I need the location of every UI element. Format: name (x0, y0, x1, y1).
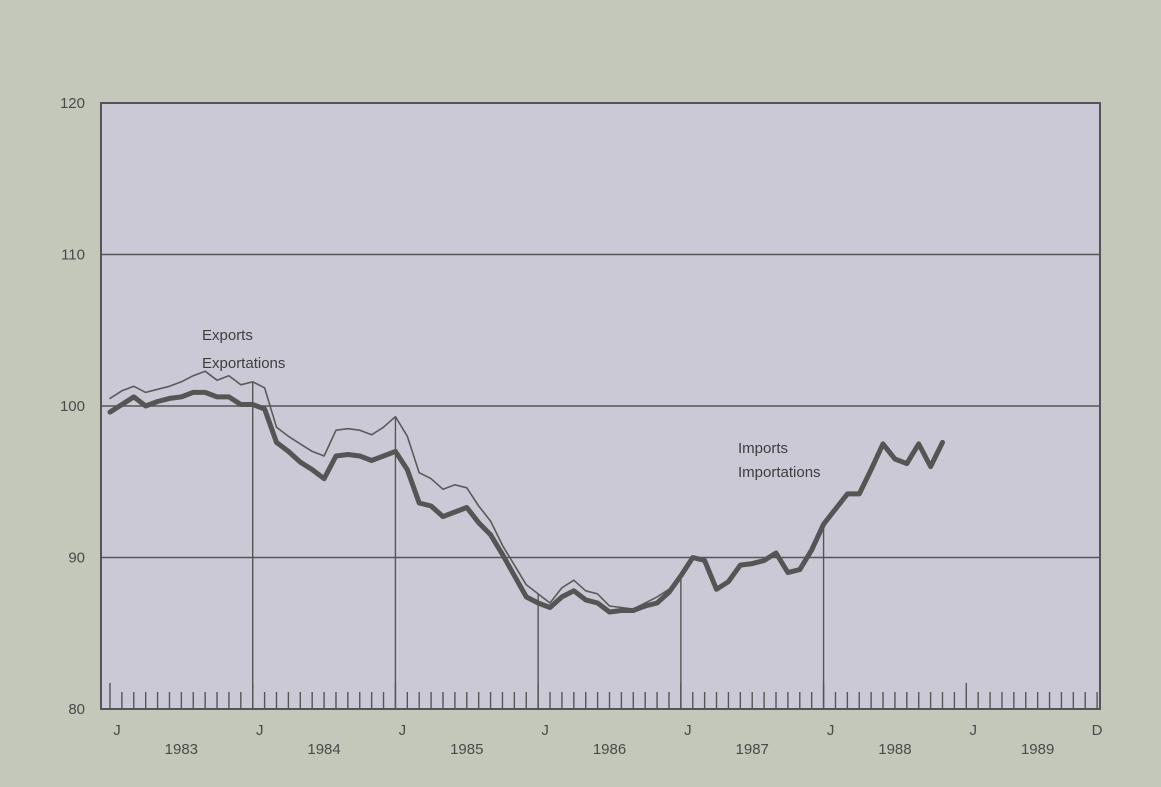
x-year-label-1986: 1986 (593, 741, 626, 758)
x-year-label-1984: 1984 (307, 741, 340, 758)
y-tick-label-100: 100 (60, 398, 85, 415)
exports-label-fr: Exportations (202, 355, 285, 372)
y-axis: 80 90 100 110 120 (60, 95, 85, 718)
imports-label: Imports (738, 440, 788, 457)
x-year-label-1988: 1988 (878, 741, 911, 758)
y-tick-label-110: 110 (61, 247, 85, 264)
x-month-marker: J (970, 722, 978, 739)
x-year-label-1987: 1987 (736, 741, 769, 758)
x-year-label-1983: 1983 (165, 741, 198, 758)
y-tick-label-90: 90 (68, 550, 85, 567)
x-month-marker: D (1092, 722, 1103, 739)
y-tick-label-80: 80 (68, 701, 85, 718)
x-month-marker: J (541, 722, 549, 739)
x-year-label-1985: 1985 (450, 741, 483, 758)
imports-label-fr: Importations (738, 464, 821, 481)
x-month-marker: J (113, 722, 121, 739)
exports-label: Exports (202, 327, 253, 344)
x-month-marker: J (827, 722, 835, 739)
x-month-marker: J (684, 722, 692, 739)
x-month-marker: J (399, 722, 407, 739)
series-line-exports (109, 370, 670, 610)
grid (101, 253, 1100, 559)
month-ticks (109, 683, 1098, 709)
x-year-label-1989: 1989 (1021, 741, 1054, 758)
y-tick-label-120: 120 (60, 95, 85, 112)
x-month-marker: J (256, 722, 264, 739)
series-line-imports (107, 389, 945, 615)
series-lines (107, 370, 945, 615)
x-axis-year-labels: 1983 1984 1985 1986 1987 1988 1989 (165, 741, 1055, 758)
year-boundaries (252, 381, 825, 709)
